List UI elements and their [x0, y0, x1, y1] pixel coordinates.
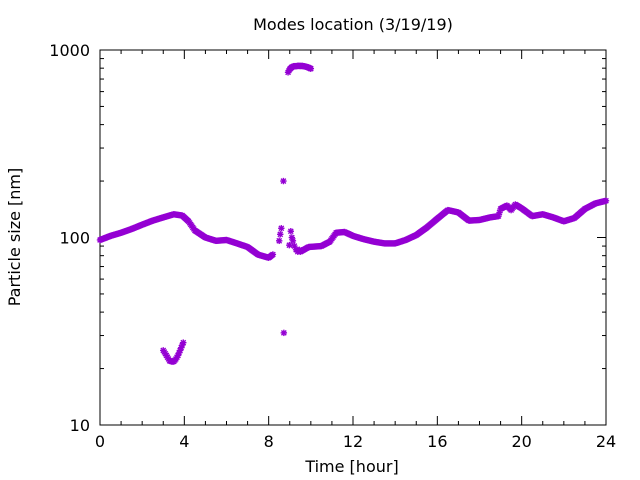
x-axis-label: Time [hour]	[304, 457, 398, 476]
data-point-stroke	[307, 65, 314, 72]
x-tick-label: 8	[264, 432, 274, 451]
data-points	[96, 62, 610, 365]
data-point	[602, 197, 610, 204]
axis-tick-labels: 0 4 8 12 16 20 24 10 100 1000	[49, 41, 616, 451]
data-point	[287, 228, 295, 235]
data-point-stroke	[287, 228, 294, 235]
data-point-stroke	[180, 339, 187, 346]
data-point	[277, 231, 284, 238]
data-point	[307, 65, 315, 72]
x-tick-label: 16	[427, 432, 447, 451]
data-point-stroke	[291, 243, 298, 249]
x-tick-label: 12	[343, 432, 363, 451]
data-point-stroke	[280, 178, 287, 184]
x-tick-label: 20	[511, 432, 531, 451]
y-tick-label: 10	[70, 416, 90, 435]
data-point-stroke	[278, 225, 285, 232]
data-point-stroke	[269, 251, 276, 258]
data-point-stroke	[276, 237, 283, 244]
data-point-stroke	[603, 197, 609, 204]
data-point-stroke	[277, 231, 284, 238]
data-point	[180, 339, 187, 346]
data-point	[280, 177, 287, 185]
data-point	[280, 329, 288, 337]
data-point	[296, 246, 303, 253]
data-point	[278, 225, 285, 232]
data-point-stroke	[290, 237, 296, 244]
x-tick-label: 0	[95, 432, 105, 451]
chart-title: Modes location (3/19/19)	[253, 15, 453, 34]
x-tick-label: 4	[179, 432, 189, 451]
data-point	[276, 237, 283, 245]
x-tick-label: 24	[596, 432, 616, 451]
data-point-stroke	[296, 246, 303, 253]
y-tick-label: 100	[59, 229, 90, 248]
y-axis-label: Particle size [nm]	[5, 168, 24, 307]
y-tick-label: 1000	[49, 41, 90, 60]
data-point-stroke	[280, 329, 287, 336]
data-point	[269, 251, 277, 258]
axis-ticks	[100, 50, 606, 425]
data-point	[289, 237, 297, 245]
